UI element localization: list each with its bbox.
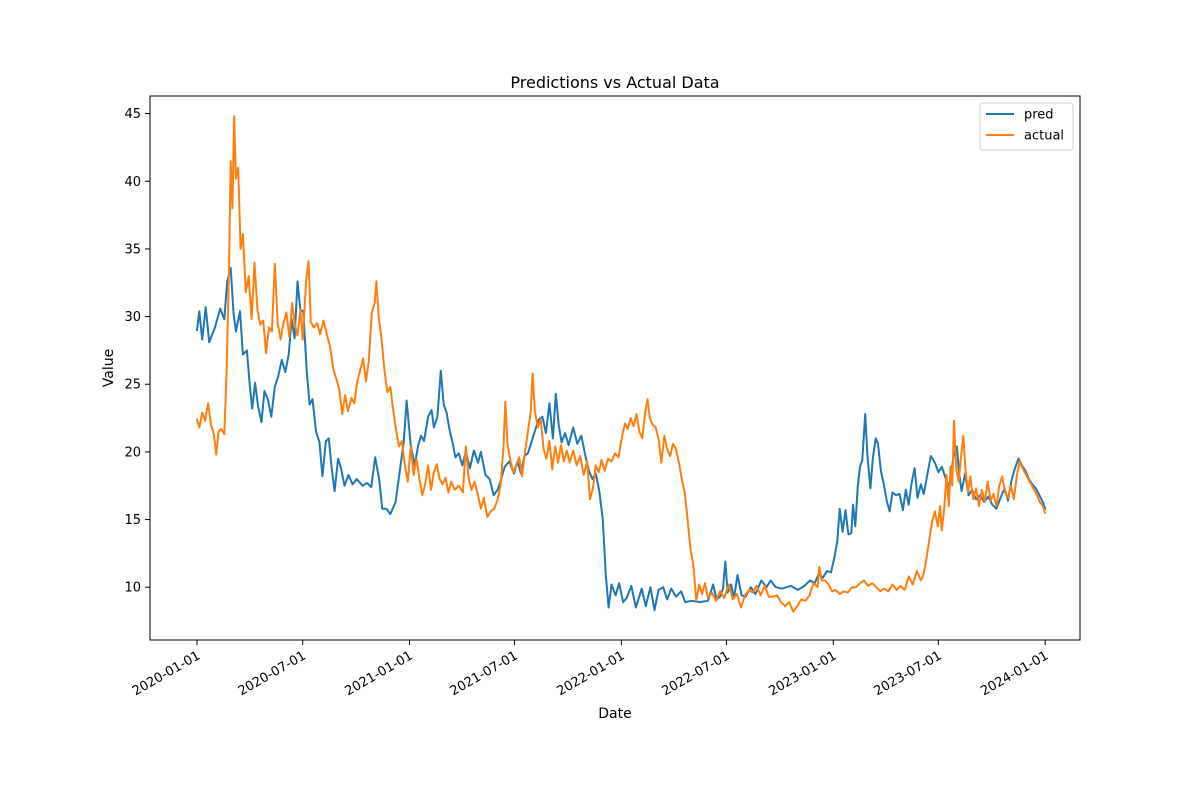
plot-area — [150, 96, 1080, 640]
y-tick-label: 40 — [124, 175, 141, 190]
series-line-pred — [195, 266, 1047, 612]
legend-label-actual: actual — [1024, 129, 1064, 144]
y-tick-label: 15 — [124, 513, 141, 528]
legend-label-pred: pred — [1024, 108, 1054, 123]
y-axis-label: Value — [101, 349, 117, 387]
y-tick-label: 10 — [124, 581, 141, 596]
y-tick-label: 20 — [124, 445, 141, 460]
y-tick-label: 45 — [124, 107, 141, 122]
y-tick-label: 25 — [124, 378, 141, 393]
chart-title: Predictions vs Actual Data — [510, 73, 719, 92]
y-axis: 10 15 20 25 30 35 40 45 — [124, 107, 150, 596]
plot-frame — [149, 95, 1081, 641]
series-line-actual — [195, 115, 1047, 613]
series-layer — [195, 115, 1047, 613]
x-axis-label: Date — [598, 706, 631, 722]
y-tick-label: 35 — [124, 242, 141, 257]
y-tick-label: 30 — [124, 310, 141, 325]
legend: pred actual — [979, 102, 1074, 151]
